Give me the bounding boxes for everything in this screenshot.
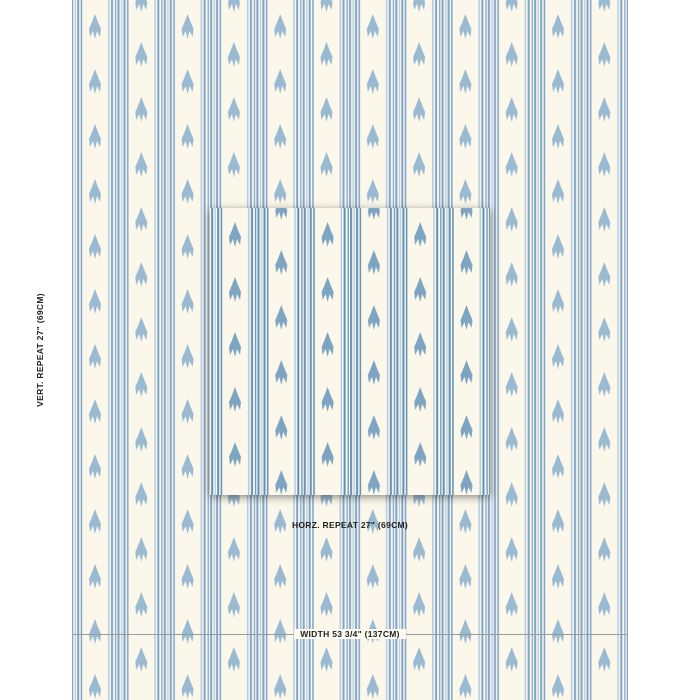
- fabric-repeat-swatch: [210, 208, 490, 495]
- width-label: WIDTH 53 3/4" (137CM): [294, 629, 406, 639]
- vertical-repeat-label: VERT. REPEAT 27" (69CM): [35, 293, 45, 407]
- horizontal-repeat-label: HORZ. REPEAT 27" (69CM): [291, 520, 409, 530]
